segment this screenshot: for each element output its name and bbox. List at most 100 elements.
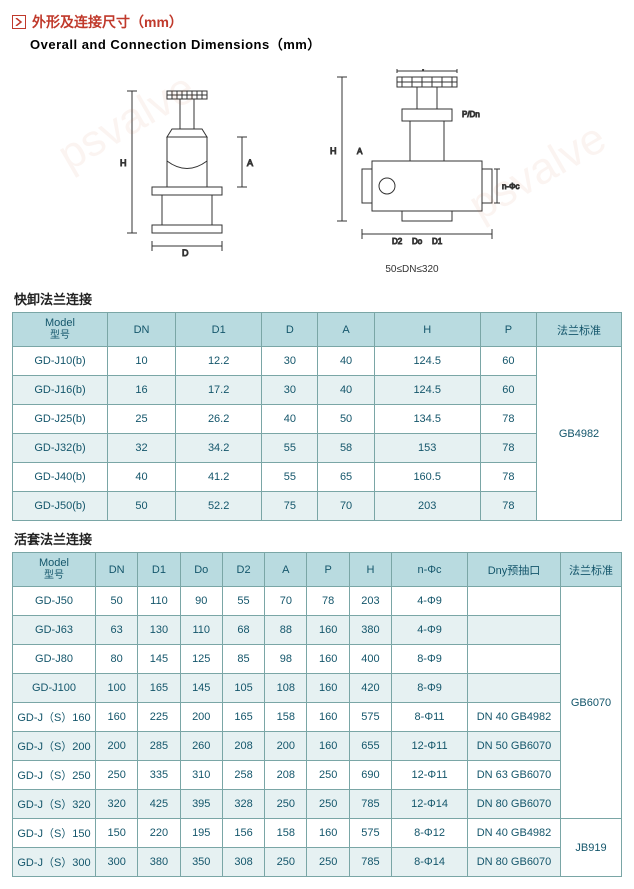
cell: 250 xyxy=(265,848,307,877)
col-dn: DN xyxy=(96,553,138,587)
cell: 8-Φ11 xyxy=(392,703,468,732)
svg-text:Do: Do xyxy=(412,237,423,246)
cell: GD-J（S）320 xyxy=(13,790,96,819)
cell: 34.2 xyxy=(176,434,262,463)
heading-row: 外形及连接尺寸（mm） xyxy=(12,12,622,32)
col-d1: D1 xyxy=(176,313,262,347)
cell xyxy=(468,616,561,645)
cell: GD-J63 xyxy=(13,616,96,645)
cell: 4-Φ9 xyxy=(392,587,468,616)
col-h: H xyxy=(349,553,391,587)
cell: 30 xyxy=(262,376,318,405)
cell: 285 xyxy=(138,732,180,761)
cell: DN 80 GB6070 xyxy=(468,790,561,819)
cell: 380 xyxy=(349,616,391,645)
cell: 350 xyxy=(180,848,222,877)
cell: 145 xyxy=(138,645,180,674)
cell: 203 xyxy=(374,492,480,521)
diagram-right: P H n-Φc D2 Do D1 A P/Dn 50≤DN≤320 xyxy=(302,69,522,275)
cell: 80 xyxy=(96,645,138,674)
table2-header-row: Model型号 DN D1 Do D2 A P H n-Φc Dny预抽口 法兰… xyxy=(13,553,622,587)
cell: 208 xyxy=(222,732,264,761)
cell: GD-J（S）300 xyxy=(13,848,96,877)
cell: GD-J（S）160 xyxy=(13,703,96,732)
std-cell: GB4982 xyxy=(537,347,622,521)
table2: Model型号 DN D1 Do D2 A P H n-Φc Dny预抽口 法兰… xyxy=(12,552,622,877)
cell: 25 xyxy=(108,405,176,434)
table-row: GD-J（S）32032042539532825025078512-Φ14DN … xyxy=(13,790,622,819)
cell: 60 xyxy=(480,376,536,405)
cell: 165 xyxy=(138,674,180,703)
cell: 78 xyxy=(480,434,536,463)
cell: 150 xyxy=(96,819,138,848)
cell: 328 xyxy=(222,790,264,819)
std-cell: GB6070 xyxy=(561,587,622,819)
cell: 575 xyxy=(349,819,391,848)
diagram-caption: 50≤DN≤320 xyxy=(302,264,522,275)
cell: 32 xyxy=(108,434,176,463)
cell: 250 xyxy=(96,761,138,790)
cell: GD-J80 xyxy=(13,645,96,674)
cell: 250 xyxy=(307,790,349,819)
col-std: 法兰标准 xyxy=(561,553,622,587)
cell: 41.2 xyxy=(176,463,262,492)
cell: 134.5 xyxy=(374,405,480,434)
table-row: GD-J（S）25025033531025820825069012-Φ11DN … xyxy=(13,761,622,790)
title-cn: 外形及连接尺寸（mm） xyxy=(32,12,183,32)
cell: 124.5 xyxy=(374,376,480,405)
cell: 575 xyxy=(349,703,391,732)
col-p: P xyxy=(307,553,349,587)
cell: 160 xyxy=(307,645,349,674)
cell: 320 xyxy=(96,790,138,819)
table-row: GD-J5050110905570782034-Φ9GB6070 xyxy=(13,587,622,616)
cell: 785 xyxy=(349,790,391,819)
cell: DN 40 GB4982 xyxy=(468,819,561,848)
cell: 108 xyxy=(265,674,307,703)
table-row: GD-J（S）20020028526020820016065512-Φ11DN … xyxy=(13,732,622,761)
cell: 8-Φ14 xyxy=(392,848,468,877)
col-dn: DN xyxy=(108,313,176,347)
cell: 200 xyxy=(96,732,138,761)
col-d1: D1 xyxy=(138,553,180,587)
cell: 70 xyxy=(265,587,307,616)
table-row: GD-J（S）1601602252001651581605758-Φ11DN 4… xyxy=(13,703,622,732)
cell: 203 xyxy=(349,587,391,616)
cell: 395 xyxy=(180,790,222,819)
col-dny: Dny预抽口 xyxy=(468,553,561,587)
cell: 12-Φ14 xyxy=(392,790,468,819)
cell: 100 xyxy=(96,674,138,703)
svg-text:H: H xyxy=(120,158,127,168)
col-model: Model型号 xyxy=(13,553,96,587)
section1-title: 快卸法兰连接 xyxy=(14,289,622,308)
cell: 124.5 xyxy=(374,347,480,376)
cell: 300 xyxy=(96,848,138,877)
svg-text:A: A xyxy=(357,147,363,156)
cell: GD-J25(b) xyxy=(13,405,108,434)
cell: 200 xyxy=(180,703,222,732)
cell: 785 xyxy=(349,848,391,877)
cell: 58 xyxy=(318,434,374,463)
cell: 40 xyxy=(318,347,374,376)
table-row: GD-J16(b)1617.23040124.560 xyxy=(13,376,622,405)
chevron-icon xyxy=(12,15,26,29)
cell: 250 xyxy=(307,761,349,790)
cell xyxy=(468,645,561,674)
cell: GD-J16(b) xyxy=(13,376,108,405)
diagram-left: H D A xyxy=(112,81,262,264)
cell: 158 xyxy=(265,703,307,732)
table-row: GD-J40(b)4041.25565160.578 xyxy=(13,463,622,492)
cell: 16 xyxy=(108,376,176,405)
cell: 40 xyxy=(262,405,318,434)
table-row: GD-J25(b)2526.24050134.578 xyxy=(13,405,622,434)
cell: 90 xyxy=(180,587,222,616)
col-h: H xyxy=(374,313,480,347)
cell: 125 xyxy=(180,645,222,674)
cell: 153 xyxy=(374,434,480,463)
cell: 156 xyxy=(222,819,264,848)
cell: 158 xyxy=(265,819,307,848)
cell: 160 xyxy=(307,616,349,645)
table-row: GD-J808014512585981604008-Φ9 xyxy=(13,645,622,674)
cell: 26.2 xyxy=(176,405,262,434)
cell: 310 xyxy=(180,761,222,790)
table-row: GD-J50(b)5052.2757020378 xyxy=(13,492,622,521)
